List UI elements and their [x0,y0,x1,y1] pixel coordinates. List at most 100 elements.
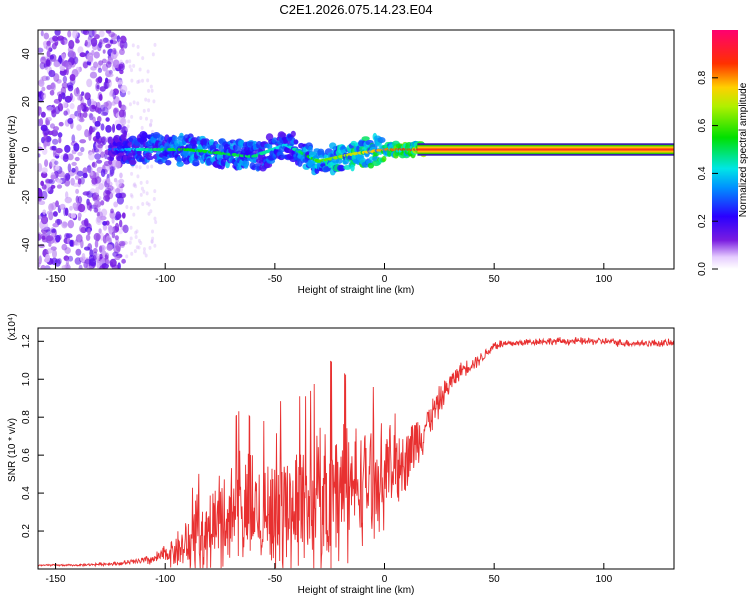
heatmap-cell [125,59,129,64]
heatmap-cell [335,158,343,164]
heatmap-cell [135,245,139,250]
y-tick-label: 40 [21,48,32,60]
heatmap-cell [131,43,135,48]
snr-y-axis-label: SNR (10 * v/v) [7,418,18,482]
heatmap-cell [92,116,96,124]
heatmap-cell [67,219,75,229]
heatmap-cell [40,56,47,65]
heatmap-cell [54,160,59,166]
heatmap-cell [129,225,133,230]
heatmap-cell [115,76,119,83]
heatmap-cell [58,93,63,103]
y-tick-label: 0.2 [21,524,32,538]
heatmap-cell [82,191,90,196]
heatmap-cell [82,61,88,69]
heatmap-cell [40,111,46,118]
heatmap-cell [54,30,61,36]
heatmap-cell [98,228,102,234]
heatmap-cell [93,232,101,241]
heatmap-cell [125,254,129,259]
heatmap-cell [56,179,63,184]
heatmap-cell [144,97,148,102]
heatmap-cell [118,109,125,118]
heatmap-panel: -150 -100 -50 0 50 100 -40 -20 0 20 40 Height of … [7,29,675,296]
x-tick-label: -100 [155,574,175,585]
heatmap-cell [38,255,42,265]
x-tick-label: -50 [268,274,283,285]
heatmap-cell [126,124,130,129]
heatmap-cell [130,68,134,73]
heatmap-cell [99,104,106,112]
heatmap-cell [97,116,102,123]
heatmap-cell [49,161,53,169]
heatmap-cell [126,133,130,138]
y-tick-label: -40 [21,237,32,252]
heatmap-cell [57,258,62,265]
heatmap-cell [111,123,116,133]
heatmap-cell [111,231,116,239]
heatmap-cell [140,78,144,83]
heatmap-cell [88,258,97,267]
heatmap-cell [99,39,103,45]
heatmap-cell [53,126,60,132]
heatmap-cell [50,228,57,234]
heatmap-cell [99,215,107,221]
heatmap-cell [89,125,93,135]
heatmap-cell [84,39,88,47]
heatmap-cell [130,251,134,256]
heatmap-cell [54,106,61,115]
x-tick-label: 100 [595,574,612,585]
heatmap-cell [83,246,91,251]
heatmap-cell [130,114,134,119]
heatmap-cell [145,180,149,185]
x-tick-label: -150 [46,274,66,285]
heatmap-cell [129,205,133,210]
snr-series-line [38,337,674,569]
heatmap-cell [52,138,59,145]
heatmap-cell [38,94,44,103]
heatmap-cell [147,98,151,103]
heatmap-cell [308,145,313,153]
heatmap-cell [87,164,92,174]
heatmap-cell [125,127,129,132]
heatmap-cell [114,241,119,249]
heatmap-cell [72,202,78,210]
heatmap-cell [136,101,140,106]
heatmap-cell [87,228,91,236]
heatmap-cell [377,136,386,144]
heatmap-cell [38,79,45,87]
heatmap-cell [56,184,63,189]
heatmap-cell [75,248,82,256]
heatmap-cell [145,152,152,157]
colorbar-tick-label: 0.0 [697,262,708,276]
heatmap-cell [84,129,90,138]
heatmap-cell [120,84,128,94]
heatmap-cell [110,160,119,168]
heatmap-cell [152,99,156,104]
heatmap-y-axis-label: Frequency (Hz) [7,116,18,185]
heatmap-cell [151,229,155,234]
heatmap-cell [38,153,41,158]
heatmap-cell [64,179,71,187]
heatmap-cell [43,32,50,40]
heatmap-cell [99,245,103,253]
heatmap-cell [38,215,42,220]
heatmap-cell [122,224,129,234]
heatmap-cell [40,215,49,225]
heatmap-cell [64,144,71,153]
heatmap-cell [69,92,73,101]
heatmap-cell [72,30,78,39]
heatmap-cell [118,240,126,247]
heatmap-cell [58,136,62,144]
heatmap-cell [125,205,129,210]
heatmap-cell [48,203,54,212]
heatmap-cell [134,184,138,189]
heatmap-cell [48,69,56,78]
heatmap-cell [45,179,54,184]
heatmap-cell [106,177,111,184]
heatmap-cell [152,197,156,202]
heatmap-cell [96,85,100,90]
heatmap-cell [142,250,146,255]
heatmap-cell [38,47,44,53]
